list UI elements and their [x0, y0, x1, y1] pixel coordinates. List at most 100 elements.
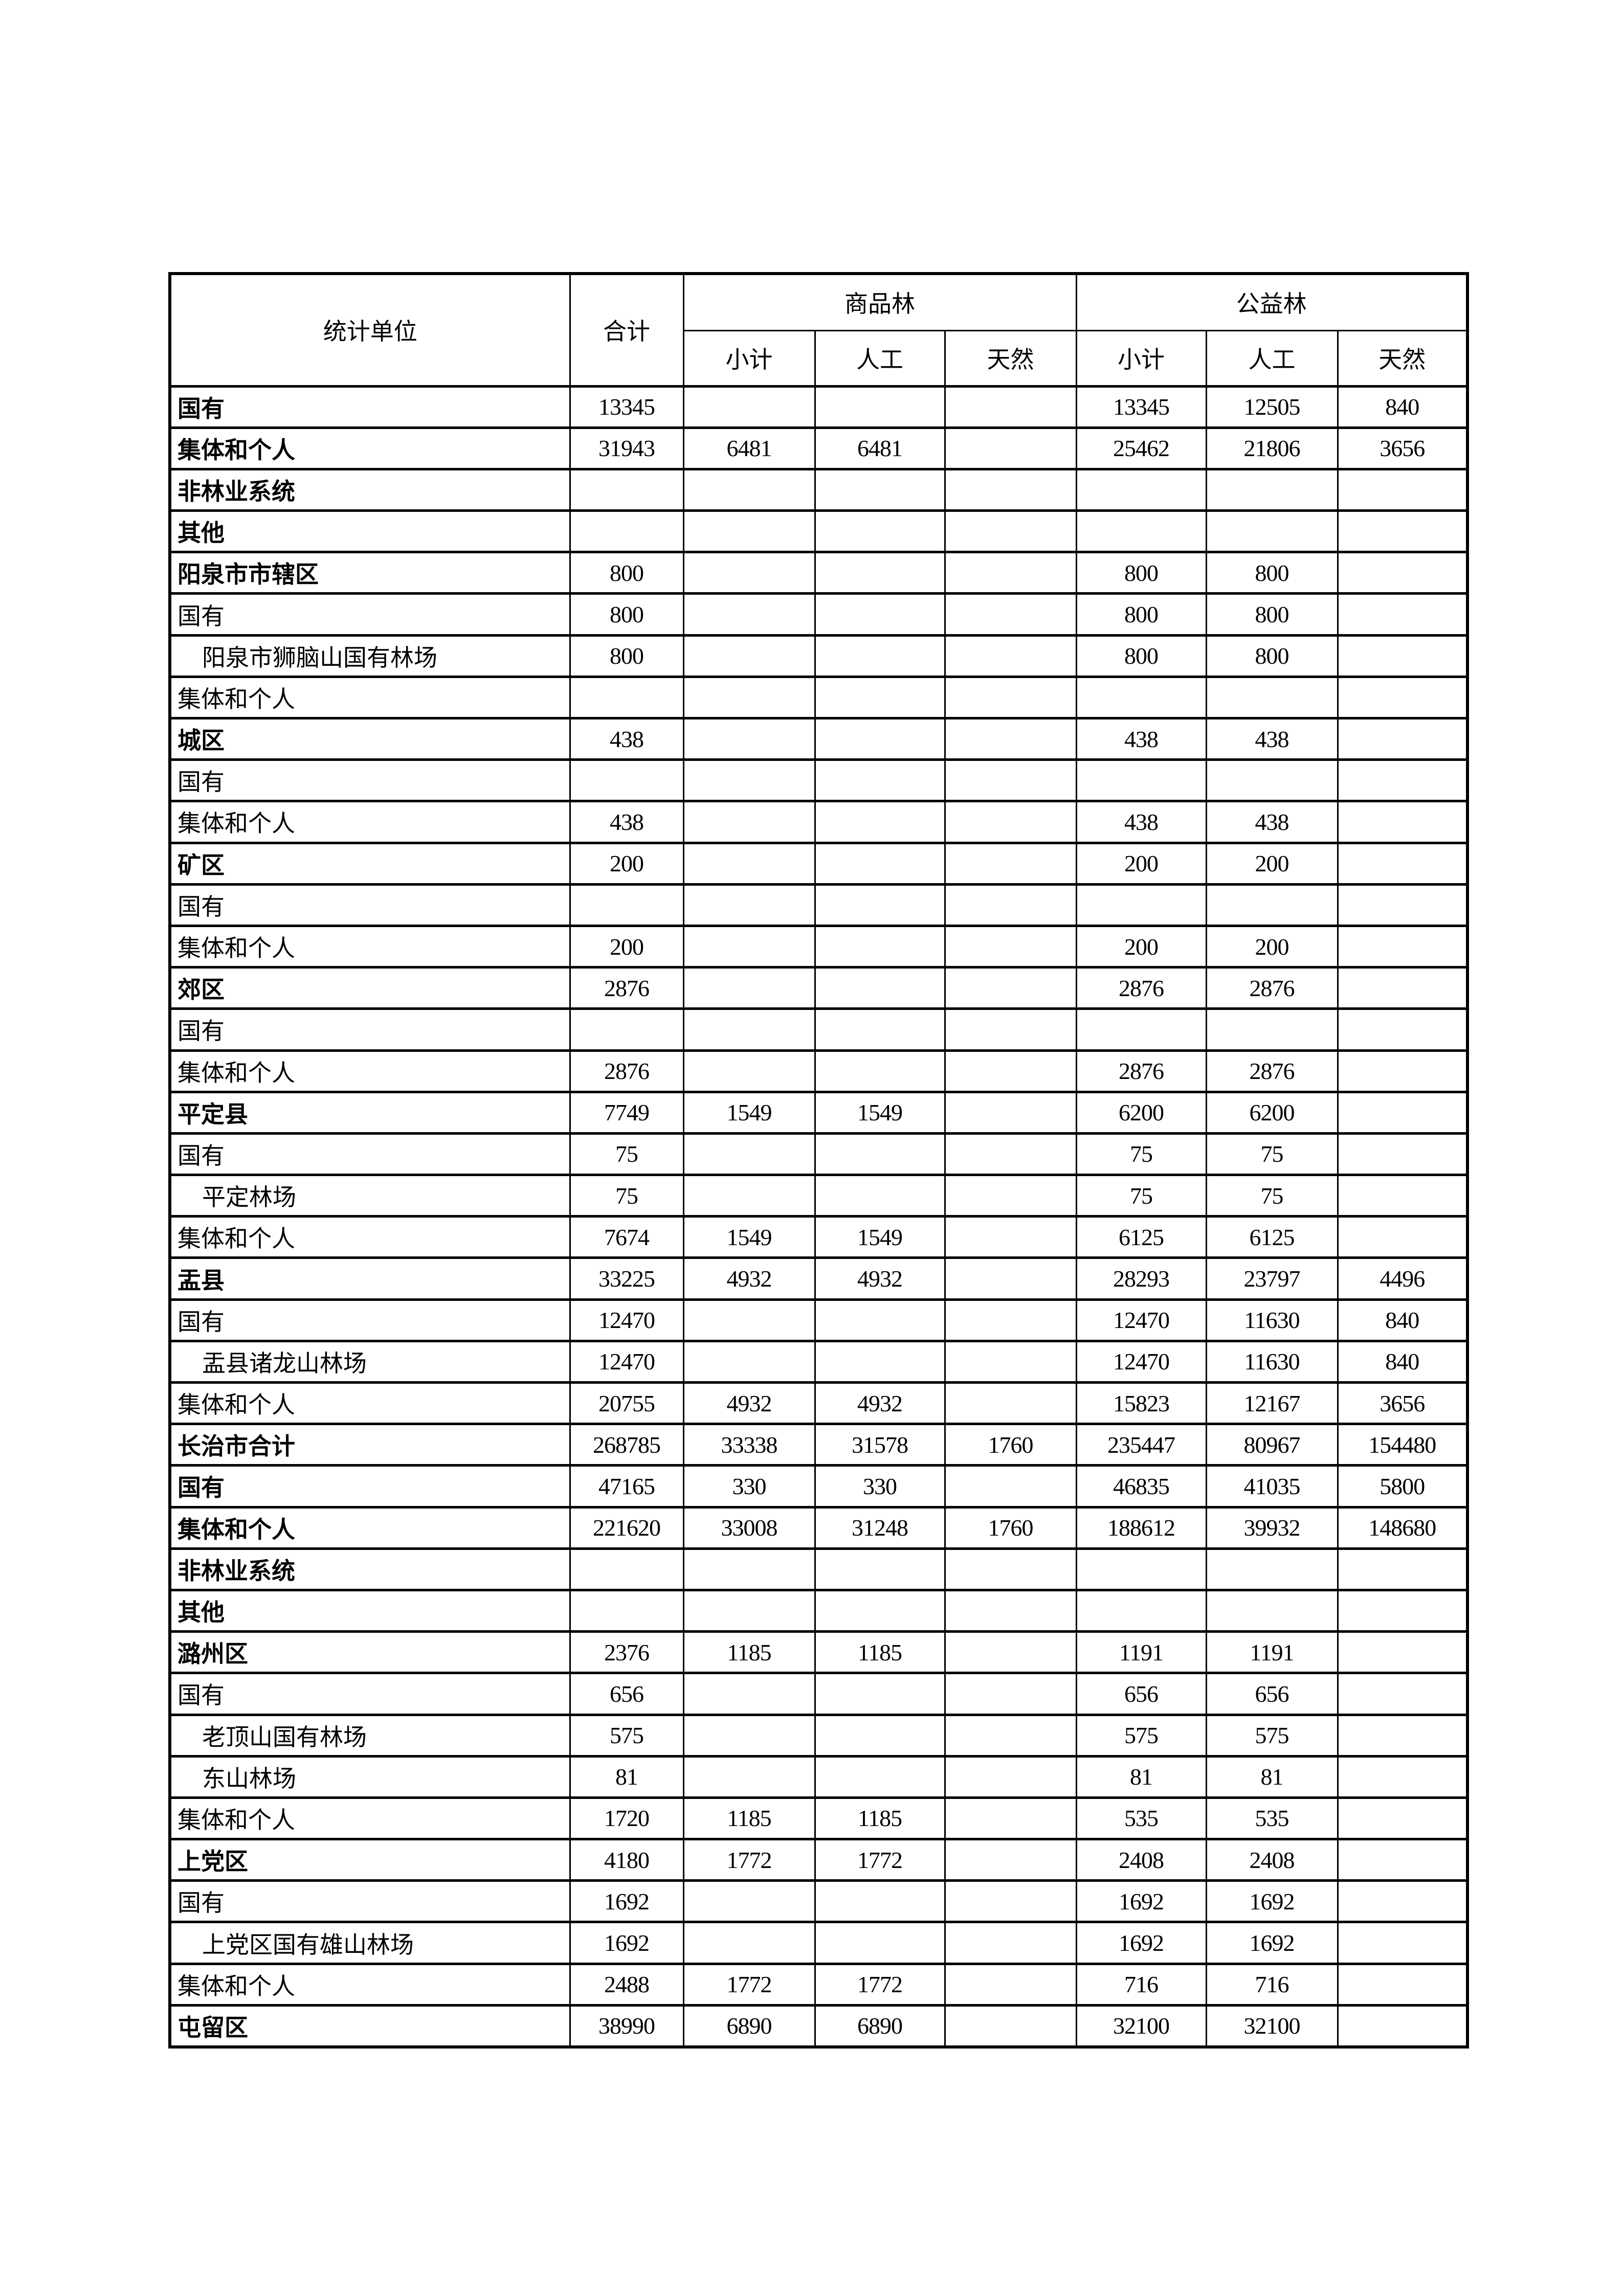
table-cell: 7674 — [569, 1215, 684, 1259]
table-cell: 200 — [1075, 841, 1207, 886]
table-row: 国有 — [169, 883, 1469, 927]
table-cell — [682, 1754, 816, 1799]
table-cell: 800 — [1075, 551, 1207, 595]
table-cell: 6200 — [1075, 1090, 1207, 1135]
table-cell — [1205, 1547, 1339, 1591]
table-cell — [944, 1298, 1077, 1342]
table-cell — [814, 924, 946, 969]
table-cell: 800 — [1205, 634, 1339, 678]
table-cell — [814, 1921, 946, 1965]
table-cell — [944, 1215, 1077, 1259]
table-cell — [682, 1174, 816, 1218]
table-cell: 32100 — [1205, 2004, 1339, 2049]
table-cell: 1185 — [682, 1796, 816, 1841]
table-cell: 12470 — [1075, 1339, 1207, 1384]
table-row: 上党区 4180 1772 1772 2408 2408 — [169, 1838, 1469, 1882]
table-cell: 154480 — [1337, 1423, 1469, 1467]
table-cell — [944, 675, 1077, 720]
row-label: 郊区 — [169, 966, 571, 1010]
table-cell — [1337, 1672, 1469, 1716]
table-row: 老顶山国有林场 575 575 575 — [169, 1713, 1469, 1758]
table-cell: 2376 — [569, 1630, 684, 1675]
table-row: 国有 800 800 800 — [169, 592, 1469, 637]
table-cell — [682, 1921, 816, 1965]
table-cell: 32100 — [1075, 2004, 1207, 2049]
table-cell: 1720 — [569, 1796, 684, 1841]
table-cell — [1337, 1962, 1469, 2007]
row-label: 上党区国有雄山林场 — [169, 1921, 571, 1965]
table-cell: 81 — [1205, 1754, 1339, 1799]
table-cell — [814, 1588, 946, 1633]
table-cell — [814, 1754, 946, 1799]
table-cell: 75 — [1075, 1132, 1207, 1177]
table-cell: 46835 — [1075, 1464, 1207, 1509]
table-cell — [682, 675, 816, 720]
table-cell: 4496 — [1337, 1256, 1469, 1301]
table-cell: 330 — [682, 1464, 816, 1509]
table-cell — [682, 1132, 816, 1177]
table-cell — [1337, 1838, 1469, 1882]
table-cell: 1185 — [814, 1630, 946, 1675]
table-cell — [944, 883, 1077, 927]
row-label: 老顶山国有林场 — [169, 1713, 571, 1758]
table-cell: 330 — [814, 1464, 946, 1509]
table-cell — [814, 841, 946, 886]
table-cell — [682, 634, 816, 678]
table-cell — [814, 634, 946, 678]
table-cell: 12470 — [569, 1298, 684, 1342]
table-cell — [944, 1007, 1077, 1052]
table-cell: 25462 — [1075, 426, 1207, 470]
table-cell: 4180 — [569, 1838, 684, 1882]
table-cell: 39932 — [1205, 1505, 1339, 1550]
row-label: 集体和个人 — [169, 1215, 571, 1259]
row-label: 国有 — [169, 883, 571, 927]
table-cell: 38990 — [569, 2004, 684, 2049]
table-cell — [1337, 800, 1469, 844]
table-cell — [944, 1547, 1077, 1591]
table-cell: 2876 — [569, 966, 684, 1010]
table-cell — [569, 509, 684, 554]
row-label: 东山林场 — [169, 1754, 571, 1799]
table-cell: 1185 — [682, 1630, 816, 1675]
table-cell — [1075, 1547, 1207, 1591]
table-cell: 6890 — [682, 2004, 816, 2049]
table-cell: 2876 — [1205, 1049, 1339, 1093]
table-cell — [814, 592, 946, 637]
table-cell: 1772 — [814, 1962, 946, 2007]
table-cell — [682, 1547, 816, 1591]
table-cell — [1205, 675, 1339, 720]
table-cell: 716 — [1205, 1962, 1339, 2007]
table-cell: 1692 — [1205, 1921, 1339, 1965]
forest-statistics-table: 统计单位 合计 商品林 公益林 小计 人工 天然 小计 人工 天然 国有 1334… — [168, 272, 1469, 2049]
table-cell: 4932 — [682, 1381, 816, 1426]
table-cell: 4932 — [814, 1256, 946, 1301]
table-cell — [1075, 675, 1207, 720]
header-commercial-natural: 天然 — [944, 329, 1077, 387]
table-cell: 535 — [1205, 1796, 1339, 1841]
table-cell — [944, 800, 1077, 844]
table-cell — [1337, 1713, 1469, 1758]
table-row: 郊区 2876 2876 2876 — [169, 966, 1469, 1010]
table-cell — [814, 883, 946, 927]
row-label: 集体和个人 — [169, 1381, 571, 1426]
table-cell: 1692 — [1205, 1879, 1339, 1924]
table-cell — [569, 675, 684, 720]
row-label: 国有 — [169, 1132, 571, 1177]
table-cell: 4932 — [814, 1381, 946, 1426]
table-cell — [814, 1132, 946, 1177]
table-cell — [569, 1588, 684, 1633]
table-cell: 800 — [569, 634, 684, 678]
table-cell: 1692 — [569, 1879, 684, 1924]
table-cell: 1549 — [682, 1215, 816, 1259]
table-cell — [682, 1049, 816, 1093]
table-cell: 1772 — [682, 1962, 816, 2007]
row-label: 潞州区 — [169, 1630, 571, 1675]
table-cell: 1549 — [682, 1090, 816, 1135]
row-label: 其他 — [169, 1588, 571, 1633]
table-cell — [569, 883, 684, 927]
table-cell — [814, 385, 946, 429]
table-cell — [944, 634, 1077, 678]
table-cell: 11630 — [1205, 1298, 1339, 1342]
table-cell — [814, 551, 946, 595]
table-cell: 221620 — [569, 1505, 684, 1550]
